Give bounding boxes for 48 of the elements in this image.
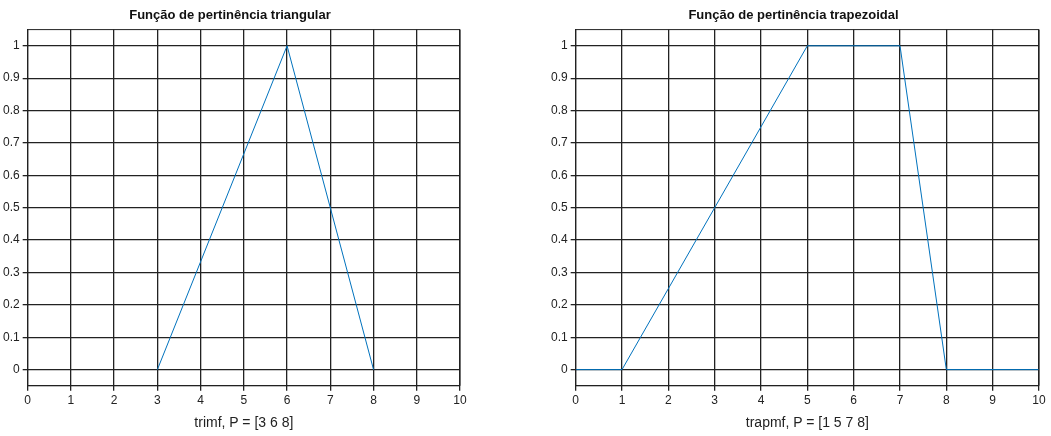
y-tick-label: 0.4 xyxy=(550,232,568,247)
x-tick-label: 4 xyxy=(757,393,765,408)
x-tick-label: 7 xyxy=(326,393,334,408)
x-tick-label: 1 xyxy=(67,393,75,408)
y-tick-label: 0.1 xyxy=(2,329,20,344)
chart-title: Função de pertinência trapezoidal xyxy=(688,7,899,23)
x-tick-label: 3 xyxy=(711,393,719,408)
y-tick-label: 0.8 xyxy=(550,102,568,117)
y-tick-label: 0.1 xyxy=(550,329,568,344)
y-tick-label: 0 xyxy=(12,361,20,376)
y-tick-label: 0.7 xyxy=(2,135,20,150)
y-tick-label: 0 xyxy=(560,361,568,376)
y-tick-label: 1 xyxy=(12,38,20,53)
x-tick-label: 6 xyxy=(283,393,291,408)
y-tick-label: 0.9 xyxy=(2,70,20,85)
x-tick-label: 1 xyxy=(618,393,626,408)
y-tick-label: 0.5 xyxy=(550,200,568,215)
x-tick-label: 8 xyxy=(370,393,378,408)
x-tick-label: 8 xyxy=(942,393,950,408)
x-tick-label: 0 xyxy=(24,393,32,408)
y-tick-label: 0.4 xyxy=(2,232,20,247)
x-axis-title: trimf, P = [3 6 8] xyxy=(194,414,294,431)
x-axis-title: trapmf, P = [1 5 7 8] xyxy=(745,414,869,431)
y-tick-label: 1 xyxy=(560,38,568,53)
x-tick-label: 9 xyxy=(989,393,997,408)
y-tick-label: 0.3 xyxy=(2,264,20,279)
x-tick-label: 3 xyxy=(154,393,162,408)
chart-title: Função de pertinência triangular xyxy=(129,7,331,23)
x-tick-label: 6 xyxy=(850,393,858,408)
y-tick-label: 0.9 xyxy=(550,70,568,85)
x-tick-label: 2 xyxy=(665,393,672,408)
x-tick-label: 10 xyxy=(1032,393,1046,408)
y-tick-label: 0.6 xyxy=(550,167,568,182)
x-tick-label: 10 xyxy=(453,393,467,408)
x-tick-label: 9 xyxy=(413,393,421,408)
x-tick-label: 5 xyxy=(240,393,248,408)
y-tick-label: 0.5 xyxy=(2,200,20,215)
x-tick-label: 0 xyxy=(572,393,580,408)
y-tick-label: 0.8 xyxy=(2,102,20,117)
y-tick-label: 0.2 xyxy=(2,297,20,312)
y-tick-label: 0.2 xyxy=(550,297,568,312)
y-tick-label: 0.6 xyxy=(2,167,20,182)
x-tick-label: 4 xyxy=(197,393,205,408)
y-tick-label: 0.3 xyxy=(550,264,568,279)
x-tick-label: 7 xyxy=(896,393,904,408)
x-tick-label: 2 xyxy=(110,393,118,408)
y-tick-label: 0.7 xyxy=(550,135,568,150)
x-tick-label: 5 xyxy=(804,393,811,408)
